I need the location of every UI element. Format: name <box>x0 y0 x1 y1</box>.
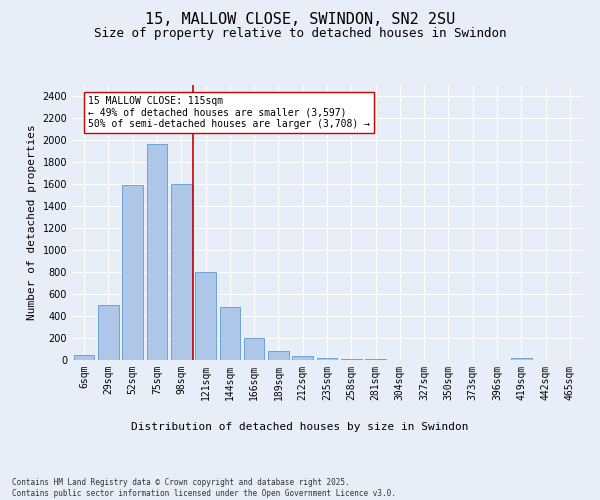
Bar <box>122 185 143 360</box>
Bar <box>244 338 265 360</box>
Text: 15 MALLOW CLOSE: 115sqm
← 49% of detached houses are smaller (3,597)
50% of semi: 15 MALLOW CLOSE: 115sqm ← 49% of detache… <box>88 96 370 129</box>
Bar <box>195 272 216 360</box>
Bar <box>171 184 191 360</box>
Bar <box>220 307 240 360</box>
Text: 15, MALLOW CLOSE, SWINDON, SN2 2SU: 15, MALLOW CLOSE, SWINDON, SN2 2SU <box>145 12 455 28</box>
Bar <box>268 350 289 360</box>
Bar <box>74 354 94 360</box>
Bar <box>341 359 362 360</box>
Y-axis label: Number of detached properties: Number of detached properties <box>27 124 37 320</box>
Text: Distribution of detached houses by size in Swindon: Distribution of detached houses by size … <box>131 422 469 432</box>
Bar <box>317 358 337 360</box>
Text: Size of property relative to detached houses in Swindon: Size of property relative to detached ho… <box>94 28 506 40</box>
Bar <box>292 356 313 360</box>
Bar <box>511 358 532 360</box>
Bar <box>146 144 167 360</box>
Text: Contains HM Land Registry data © Crown copyright and database right 2025.
Contai: Contains HM Land Registry data © Crown c… <box>12 478 396 498</box>
Bar <box>98 305 119 360</box>
